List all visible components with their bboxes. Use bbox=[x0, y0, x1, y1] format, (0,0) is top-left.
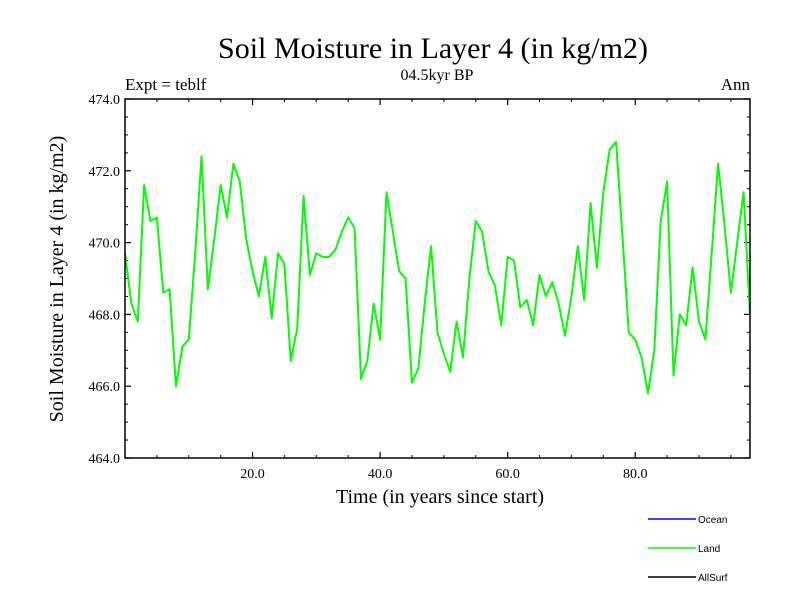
chart-subtitle: 04.5kyr BP bbox=[401, 67, 474, 84]
x-tick-label: 20.0 bbox=[240, 467, 265, 482]
chart-title: Soil Moisture in Layer 4 (in kg/m2) bbox=[218, 32, 648, 65]
y-tick-label: 466.0 bbox=[89, 380, 121, 395]
y-tick-label: 470.0 bbox=[89, 237, 121, 252]
series-group bbox=[124, 141, 751, 395]
x-tick-label: 80.0 bbox=[623, 467, 648, 482]
legend-label-allsurf: AllSurf bbox=[698, 573, 728, 584]
legend-label-ocean: Ocean bbox=[698, 515, 727, 526]
season-label: Ann bbox=[721, 75, 751, 94]
axes: 464.0 466.0 468.0 470.0 472.0 474.0 20.0 40.0 60… bbox=[89, 93, 750, 482]
legend: Ocean Land AllSurf bbox=[648, 515, 728, 584]
x-tick-label: 60.0 bbox=[495, 467, 520, 482]
x-tick-label: 40.0 bbox=[368, 467, 393, 482]
y-tick-label: 468.0 bbox=[89, 308, 121, 323]
legend-label-land: Land bbox=[698, 544, 720, 555]
y-axis-label: Soil Moisture in Layer 4 (in kg/m2) bbox=[46, 136, 68, 423]
x-axis-label: Time (in years since start) bbox=[336, 486, 544, 508]
series-line-land bbox=[124, 141, 751, 395]
y-tick-label: 472.0 bbox=[89, 165, 121, 180]
experiment-label: Expt = teblf bbox=[125, 75, 207, 94]
y-tick-label: 464.0 bbox=[89, 452, 121, 467]
plot-frame bbox=[124, 98, 751, 459]
y-tick-label: 474.0 bbox=[89, 93, 121, 108]
